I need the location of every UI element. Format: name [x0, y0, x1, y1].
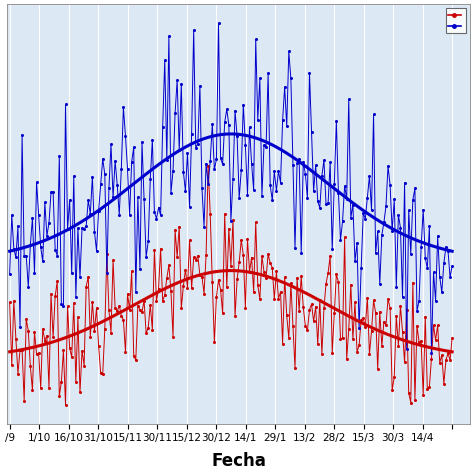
X-axis label: Fecha: Fecha [211, 452, 266, 470]
Legend: , : , [446, 9, 465, 33]
